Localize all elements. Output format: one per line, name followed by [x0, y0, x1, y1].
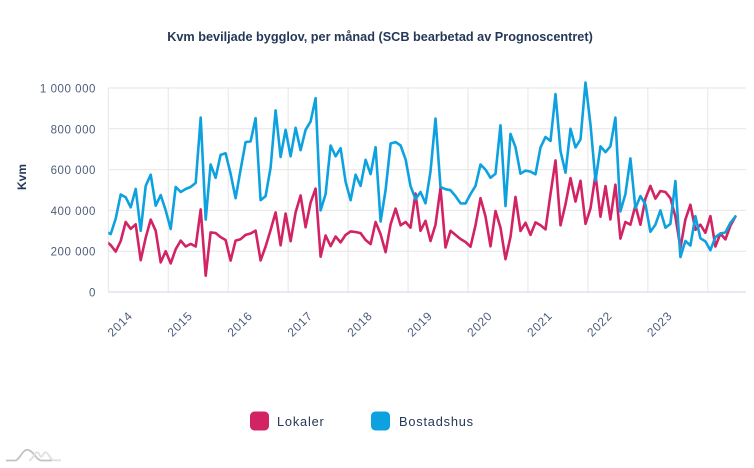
svg-text:0: 0 [89, 288, 96, 300]
svg-text:Lokaler: Lokaler [277, 414, 325, 429]
svg-text:200 000: 200 000 [51, 247, 96, 259]
svg-text:Bostadshus: Bostadshus [399, 414, 474, 429]
svg-text:1 000 000: 1 000 000 [40, 84, 96, 96]
svg-text:Kvm beviljade bygglov, per mån: Kvm beviljade bygglov, per månad (SCB be… [167, 30, 593, 44]
svg-text:400 000: 400 000 [51, 206, 96, 218]
svg-text:800 000: 800 000 [51, 124, 96, 136]
svg-text:Kvm: Kvm [15, 164, 29, 190]
svg-text:600 000: 600 000 [51, 165, 96, 177]
